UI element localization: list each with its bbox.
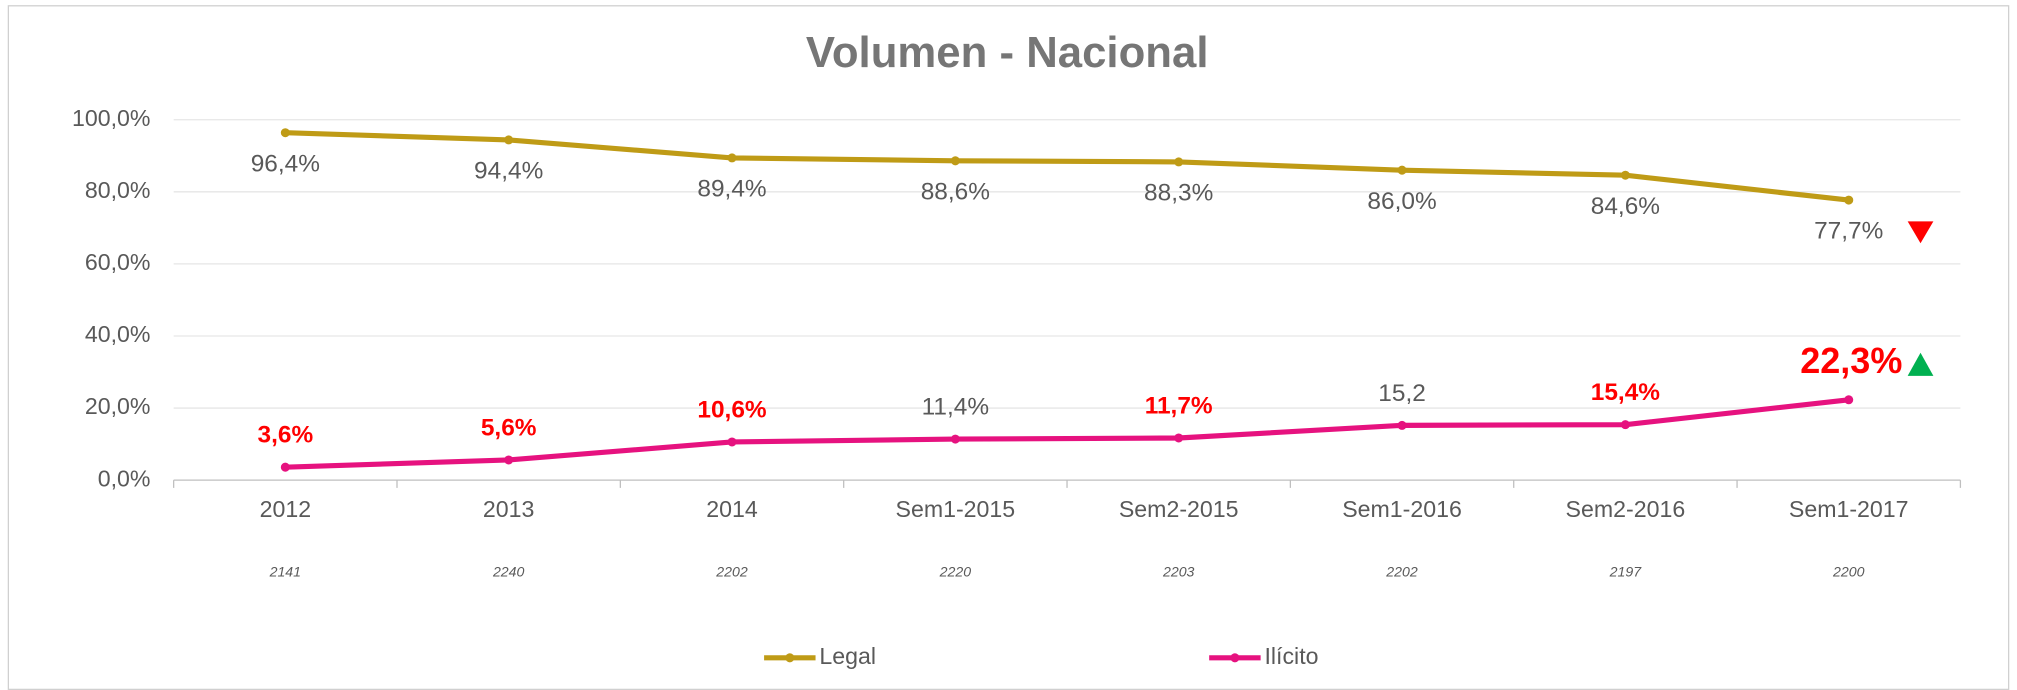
- point: [727, 437, 737, 447]
- y-tick-label: 80,0%: [85, 177, 151, 203]
- data-label: 10,6%: [697, 397, 767, 424]
- point: [504, 135, 514, 145]
- y-tick-label: 40,0%: [85, 321, 151, 347]
- x-tick-label: Sem2-2015: [1119, 496, 1239, 522]
- x-tick-label: 2013: [483, 496, 534, 522]
- point: [1844, 395, 1854, 405]
- x-tick-label: Sem1-2016: [1342, 496, 1462, 522]
- y-tick-label: 100,0%: [72, 105, 151, 131]
- point: [280, 128, 290, 138]
- data-label: 11,4%: [922, 394, 989, 421]
- x-tick-label: Sem1-2015: [896, 496, 1016, 522]
- point: [1844, 195, 1854, 205]
- legend-label: Legal: [819, 643, 876, 669]
- point: [727, 153, 737, 163]
- x-tick-label: Sem1-2017: [1789, 496, 1909, 522]
- data-label: 22,3%: [1800, 340, 1902, 381]
- down-arrow: [1907, 221, 1934, 244]
- point: [1397, 420, 1407, 430]
- data-label: 3,6%: [257, 422, 313, 449]
- data-label: 84,6%: [1591, 193, 1660, 220]
- legend-marker: [785, 653, 795, 663]
- series-line: [285, 130, 1850, 203]
- point: [504, 455, 514, 465]
- data-label: 88,3%: [1144, 180, 1213, 207]
- point: [1174, 433, 1184, 443]
- series-line: [285, 397, 1850, 470]
- point: [280, 462, 290, 472]
- x-tick-label: 2014: [706, 496, 758, 522]
- point: [1620, 170, 1630, 180]
- sample-size: 2197: [1609, 564, 1643, 580]
- x-tick-label: 2012: [260, 496, 311, 522]
- data-label: 86,0%: [1367, 188, 1436, 215]
- point: [950, 156, 960, 166]
- data-label: 5,6%: [481, 415, 537, 442]
- sample-size: 2141: [269, 564, 301, 580]
- data-label: 96,4%: [251, 150, 320, 177]
- point: [1174, 157, 1184, 167]
- data-label: 89,4%: [697, 176, 766, 203]
- data-label: 11,7%: [1145, 393, 1213, 420]
- data-label: 94,4%: [474, 158, 543, 185]
- sample-size: 2220: [939, 564, 972, 580]
- point: [1397, 165, 1407, 175]
- data-label: 15,2: [1378, 380, 1426, 407]
- sample-size: 2240: [492, 564, 525, 580]
- y-tick-label: 20,0%: [85, 393, 151, 419]
- y-tick-label: 60,0%: [85, 249, 151, 275]
- x-tick-label: Sem2-2016: [1566, 496, 1686, 522]
- chart-title: Volumen - Nacional: [806, 28, 1209, 77]
- sample-size: 2202: [1385, 564, 1418, 580]
- y-tick-label: 0,0%: [98, 465, 151, 491]
- up-arrow: [1907, 352, 1934, 376]
- legend-label: Ilícito: [1264, 643, 1318, 669]
- data-label: 15,4%: [1591, 379, 1661, 406]
- sample-size: 2202: [715, 564, 748, 580]
- point: [1620, 420, 1630, 430]
- data-label: 88,6%: [921, 178, 990, 205]
- sample-size: 2203: [1162, 564, 1195, 580]
- sample-size: 2200: [1832, 564, 1865, 580]
- point: [950, 434, 960, 444]
- legend-marker: [1230, 653, 1240, 663]
- data-label: 77,7%: [1814, 218, 1883, 245]
- chart-frame: [7, 5, 2010, 690]
